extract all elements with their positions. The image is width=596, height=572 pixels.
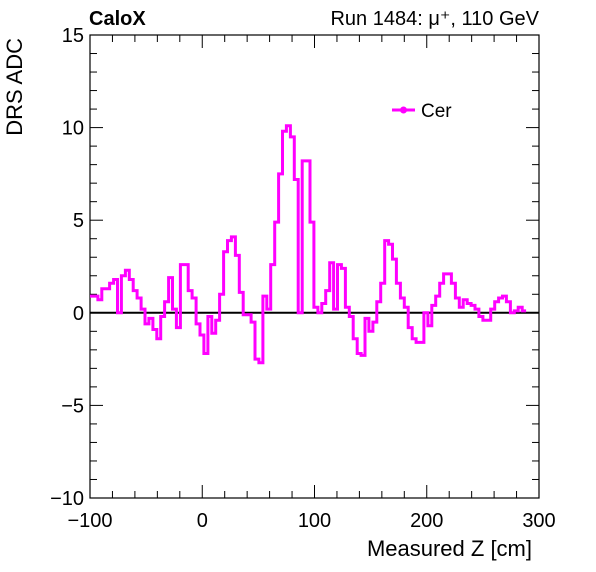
- x-axis-label: Measured Z [cm]: [367, 536, 532, 561]
- y-tick-label: 0: [73, 303, 84, 325]
- legend-label-cer: Cer: [421, 101, 452, 122]
- y-tick-label: −5: [61, 395, 84, 417]
- experiment-title: CaloX: [89, 8, 146, 30]
- axis-ticks: [89, 34, 540, 499]
- x-tick-label: 0: [197, 510, 208, 532]
- x-tick-label: 300: [522, 510, 555, 532]
- y-tick-label: 5: [73, 210, 84, 232]
- y-tick-label: 15: [62, 25, 84, 47]
- run-info: Run 1484: μ⁺, 110 GeV: [330, 8, 539, 30]
- y-tick-labels: −10 −5 0 5 10 15: [50, 25, 84, 510]
- y-tick-label: 10: [62, 118, 84, 140]
- y-tick-label: −10: [50, 488, 84, 510]
- x-tick-label: 200: [410, 510, 443, 532]
- series-line-cer: [90, 124, 527, 365]
- x-tick-labels: −100 0 100 200 300: [67, 510, 555, 532]
- x-tick-label: −100: [67, 510, 112, 532]
- legend-marker-cer: [400, 106, 407, 114]
- y-axis-label: DRS ADC: [2, 38, 27, 136]
- x-tick-label: 100: [298, 510, 331, 532]
- legend: Cer: [392, 101, 452, 122]
